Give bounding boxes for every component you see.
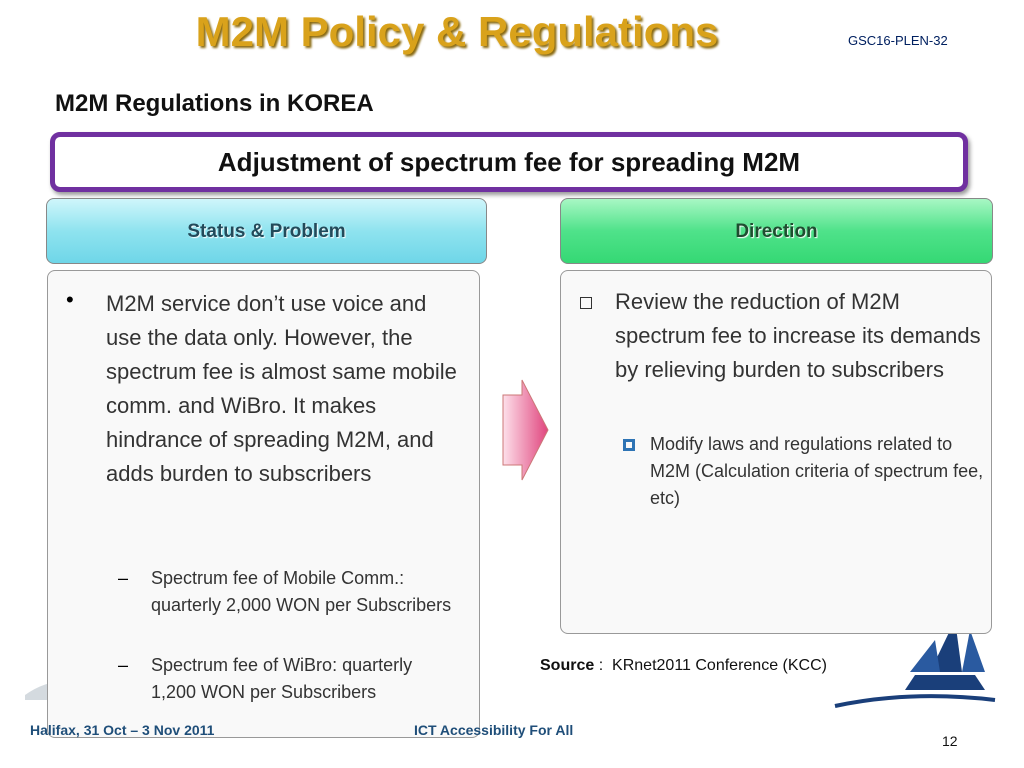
bullet-marker — [580, 297, 592, 309]
source-separator: : — [598, 657, 604, 674]
sub-marker — [623, 439, 635, 451]
right-sub-bullet: Modify laws and regulations related to M… — [650, 434, 984, 508]
footer-motto: ICT Accessibility For All — [414, 722, 574, 738]
left-heading: Status & Problem — [46, 198, 487, 264]
dash-marker: – — [118, 655, 129, 675]
doc-id: GSC16-PLEN-32 — [848, 33, 948, 48]
footer-location: Halifax, 31 Oct – 3 Nov 2011 — [30, 722, 215, 738]
left-panel: • M2M service don’t use voice and use th… — [47, 270, 480, 738]
source-label: Source — [540, 657, 595, 674]
title: M2M Policy & Regulations — [195, 8, 719, 55]
right-heading: Direction — [560, 198, 993, 264]
dash-marker: – — [118, 568, 129, 588]
right-bullet: Review the reduction of M2M spectrum fee… — [615, 289, 981, 382]
page-number: 12 — [942, 733, 958, 749]
bullet-marker: • — [66, 287, 74, 312]
banner: Adjustment of spectrum fee for spreading… — [50, 132, 968, 192]
left-sub-bullet: Spectrum fee of Mobile Comm.: quarterly … — [151, 568, 452, 615]
source-text: KRnet2011 Conference (KCC) — [612, 657, 827, 674]
left-sub-bullet: Spectrum fee of WiBro: quarterly 1,200 W… — [151, 655, 413, 702]
subtitle: M2M Regulations in KOREA — [55, 90, 374, 117]
left-bullet: M2M service don’t use voice and use the … — [106, 291, 457, 486]
source: Source : KRnet2011 Conference (KCC) — [540, 657, 827, 675]
arrow — [502, 379, 549, 481]
right-panel: Review the reduction of M2M spectrum fee… — [560, 270, 992, 634]
